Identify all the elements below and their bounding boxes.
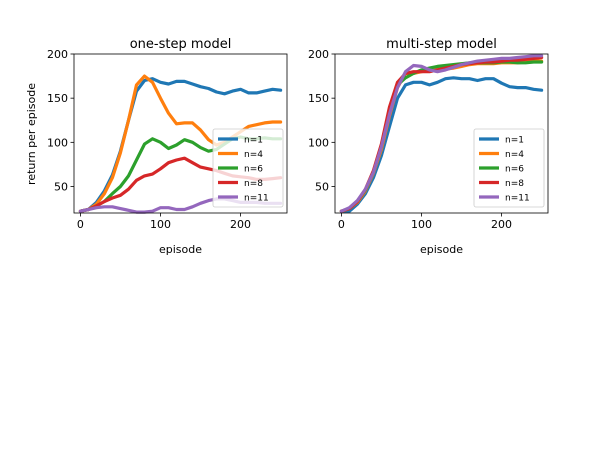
- legend: n=1 n=4 n=6 n=8 n=11: [473, 128, 545, 208]
- chart-title: multi-step model: [386, 37, 497, 52]
- panel-multi-step-model: multi-step model episode 0 100 200 50 100 150…: [308, 37, 549, 256]
- y-tick-label: 100: [47, 136, 68, 149]
- y-tick-label: 150: [308, 92, 329, 105]
- y-tick-label: 200: [47, 48, 68, 61]
- x-tick-label: 100: [411, 218, 432, 231]
- y-axis-label: return per episode: [25, 83, 38, 185]
- series-line-n-11: [339, 54, 544, 213]
- x-tick-label: 0: [338, 218, 345, 231]
- y-tick-label: 50: [315, 181, 329, 194]
- legend-box: [212, 128, 284, 208]
- x-axis-label: episode: [159, 243, 202, 256]
- y-tick-label: 200: [308, 48, 329, 61]
- series-lines: [339, 54, 544, 213]
- series-line-n-4: [78, 74, 283, 213]
- legend-label-n-6: n=6: [505, 165, 524, 175]
- x-tick-label: 0: [77, 218, 84, 231]
- panel-one-step-model: one-step model return per episode episod…: [25, 37, 288, 256]
- x-tick-label: 200: [491, 218, 512, 231]
- legend-label-n-4: n=4: [244, 150, 263, 160]
- y-tick-label: 50: [54, 181, 68, 194]
- legend-label-n-1: n=1: [505, 136, 524, 146]
- plot-frame: [334, 53, 549, 214]
- x-tick-label: 100: [150, 218, 171, 231]
- plot-frame: [73, 53, 288, 214]
- x-axis-label: episode: [420, 243, 463, 256]
- chart-title: one-step model: [130, 37, 232, 52]
- legend-label-n-6: n=6: [244, 165, 263, 175]
- y-tick-label: 150: [47, 92, 68, 105]
- legend-box: [473, 128, 545, 208]
- legend-label-n-8: n=8: [505, 179, 524, 189]
- x-tick-label: 200: [230, 218, 251, 231]
- legend-label-n-4: n=4: [505, 150, 524, 160]
- legend-label-n-1: n=1: [244, 136, 263, 146]
- legend-label-n-11: n=11: [244, 194, 269, 204]
- legend: n=1 n=4 n=6 n=8 n=11: [212, 128, 284, 208]
- y-tick-label: 100: [308, 136, 329, 149]
- legend-label-n-8: n=8: [244, 179, 263, 189]
- legend-label-n-11: n=11: [505, 194, 530, 204]
